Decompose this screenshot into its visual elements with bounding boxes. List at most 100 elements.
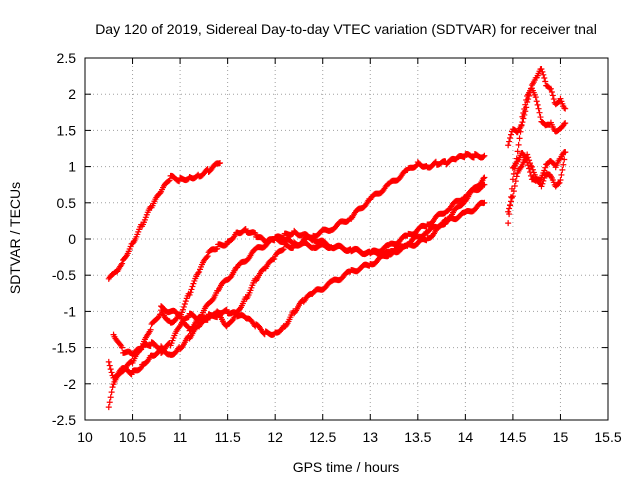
y-tick-label: 2.5 [57, 50, 77, 66]
data-point [520, 115, 527, 122]
data-point [508, 131, 515, 138]
data-point [147, 342, 154, 349]
data-point [107, 394, 114, 401]
data-point [481, 174, 488, 181]
data-point [242, 225, 249, 232]
data-point [524, 159, 531, 166]
data-point [214, 245, 221, 252]
data-point [480, 153, 487, 160]
data-point [561, 105, 568, 112]
data-point [432, 158, 439, 165]
data-point [138, 364, 145, 371]
y-tick-label: 1 [68, 159, 76, 175]
data-point [532, 94, 539, 101]
data-point [526, 92, 533, 99]
data-point [188, 286, 195, 293]
chart-title: Day 120 of 2019, Sidereal Day-to-day VTE… [95, 21, 597, 37]
data-point [217, 159, 224, 166]
data-point [527, 89, 534, 96]
data-point [539, 180, 546, 187]
data-point [137, 365, 144, 372]
data-point [106, 362, 113, 369]
x-tick-label: 14.5 [499, 429, 526, 445]
data-point [412, 163, 419, 170]
data-point [280, 246, 287, 253]
data-point [108, 369, 115, 376]
data-point [108, 389, 115, 396]
data-point [271, 255, 278, 262]
data-point [513, 173, 520, 180]
data-point [528, 82, 535, 89]
data-point [105, 404, 112, 411]
data-point [526, 165, 533, 172]
data-point [536, 109, 543, 116]
data-point [537, 114, 544, 121]
data-point [542, 78, 549, 85]
data-point [538, 183, 545, 190]
data-point [519, 119, 526, 126]
data-point [557, 95, 564, 102]
data-point [523, 104, 530, 111]
data-point [507, 134, 514, 141]
data-point [558, 171, 565, 178]
data-point [507, 201, 514, 208]
y-axis-label: SDTVAR / TECUs [7, 182, 23, 294]
data-point [508, 198, 515, 205]
data-point [522, 108, 529, 115]
data-point [176, 324, 183, 331]
data-point [481, 181, 488, 188]
data-point [562, 105, 569, 112]
data-point [546, 171, 553, 178]
y-tick-label: -1 [64, 303, 77, 319]
series-track-4 [105, 150, 488, 381]
y-tick-label: 2 [68, 86, 76, 102]
data-point [223, 306, 230, 313]
data-point [559, 166, 566, 173]
x-tick-label: 11 [173, 429, 188, 445]
data-point [176, 178, 183, 185]
data-point [505, 142, 512, 149]
y-tick-label: 0.5 [57, 195, 77, 211]
data-point [524, 99, 531, 106]
data-point [180, 303, 187, 310]
data-point [555, 99, 562, 106]
y-tick-label: -2 [64, 376, 77, 392]
data-point [515, 141, 522, 148]
x-tick-label: 14 [458, 429, 474, 445]
data-point [556, 179, 563, 186]
data-point [539, 68, 546, 75]
data-point [557, 177, 564, 184]
data-point [547, 85, 554, 92]
x-tick-label: 15.5 [594, 429, 621, 445]
data-point [186, 291, 193, 298]
data-point [195, 269, 202, 276]
series-track-1 [105, 159, 224, 282]
data-point [527, 85, 534, 92]
data-point [279, 246, 286, 253]
x-tick-label: 13 [362, 429, 378, 445]
data-point [223, 241, 230, 248]
data-point [222, 242, 229, 249]
series-track-5 [158, 181, 488, 334]
data-point [119, 260, 126, 267]
data-point [550, 160, 557, 167]
data-point [527, 169, 534, 176]
y-tick-label: 1.5 [57, 122, 77, 138]
data-point [533, 98, 540, 105]
data-point [527, 172, 534, 179]
data-point [538, 65, 545, 72]
data-point [481, 152, 488, 159]
data-point [165, 178, 172, 185]
data-point [516, 135, 523, 142]
x-tick-label: 15 [553, 429, 569, 445]
data-point [510, 188, 517, 195]
x-tick-label: 12 [267, 429, 283, 445]
data-point [506, 205, 513, 212]
data-point [518, 122, 525, 129]
data-points [105, 65, 569, 411]
x-tick-label: 10 [77, 429, 93, 445]
data-point [109, 384, 116, 391]
x-tick-label: 10.5 [119, 429, 146, 445]
data-point [523, 156, 530, 163]
